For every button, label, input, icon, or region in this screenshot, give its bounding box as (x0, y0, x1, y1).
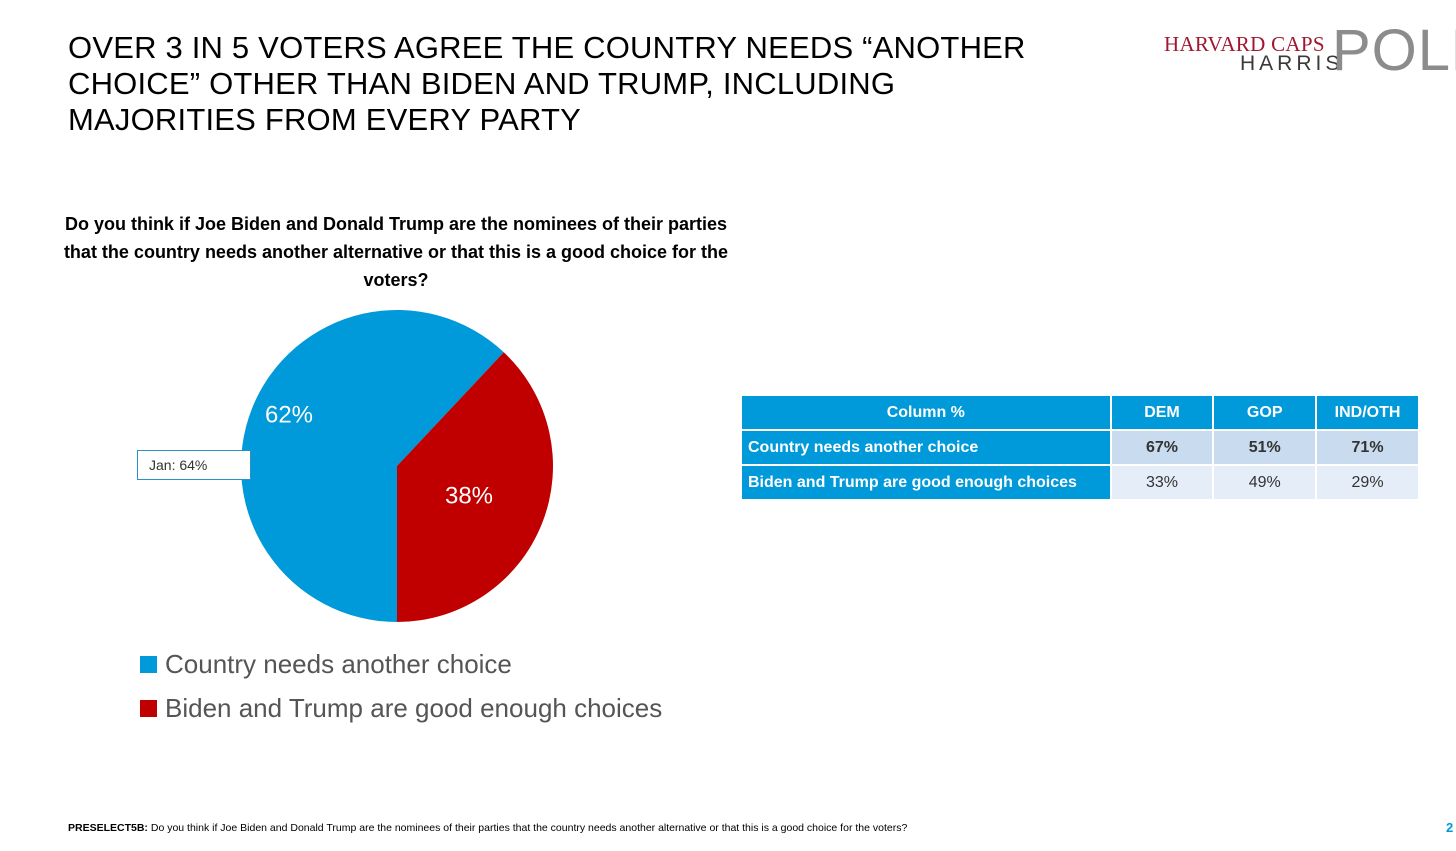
pie-slice-another-choice (241, 309, 504, 622)
slide-title: OVER 3 IN 5 VOTERS AGREE THE COUNTRY NEE… (68, 30, 1068, 138)
table-header-row: Column % DEM GOP IND/OTH (740, 394, 1420, 431)
previous-value-callout: Jan: 64% (137, 450, 251, 480)
table-header-dem: DEM (1109, 394, 1215, 431)
party-crosstab-table: Column % DEM GOP IND/OTH Country needs a… (740, 394, 1420, 501)
table-header-column-pct: Column % (740, 394, 1112, 431)
pie-value-label-another-choice: 62% (265, 401, 313, 428)
harvard-caps-harris-poll-logo: HARVARD CAPS HARRIS POLL (1160, 22, 1456, 80)
footnote-code: PRESELECT5B: (68, 822, 148, 834)
table-header-ind-oth: IND/OTH (1315, 394, 1420, 431)
table-row: Country needs another choice 67% 51% 71% (740, 429, 1420, 466)
question-footnote: PRESELECT5B: Do you think if Joe Biden a… (68, 822, 907, 834)
slide-title-line-2: CHOICE” OTHER THAN BIDEN AND TRUMP, INCL… (68, 66, 896, 101)
pie-slice-good-enough (397, 352, 553, 622)
table-cell: 51% (1212, 429, 1318, 466)
chart-legend: Country needs another choice Biden and T… (140, 642, 662, 730)
slide-title-line-3: MAJORITIES FROM EVERY PARTY (68, 102, 581, 137)
footnote-text: Do you think if Joe Biden and Donald Tru… (150, 822, 908, 834)
legend-item-another-choice: Country needs another choice (140, 642, 662, 686)
legend-swatch-good-enough (140, 699, 157, 717)
logo-poll-text: POLL (1332, 18, 1456, 83)
pie-value-label-good-enough: 38% (445, 482, 493, 509)
table-row-label: Country needs another choice (740, 429, 1112, 466)
page-number: 2 (1446, 820, 1454, 835)
slide-title-line-1: OVER 3 IN 5 VOTERS AGREE THE COUNTRY NEE… (68, 30, 1026, 65)
legend-swatch-another-choice (140, 655, 157, 673)
table-cell: 29% (1315, 464, 1420, 501)
table-row-label: Biden and Trump are good enough choices (740, 464, 1112, 501)
table-cell: 49% (1212, 464, 1318, 501)
table-cell: 67% (1109, 429, 1215, 466)
legend-item-good-enough: Biden and Trump are good enough choices (140, 686, 662, 730)
table-row: Biden and Trump are good enough choices … (740, 464, 1420, 501)
table-cell: 33% (1109, 464, 1215, 501)
table-header-gop: GOP (1212, 394, 1318, 431)
logo-harris-text: HARRIS (1240, 52, 1344, 75)
legend-label-good-enough: Biden and Trump are good enough choices (165, 692, 663, 723)
legend-label-another-choice: Country needs another choice (165, 648, 512, 679)
chart-question: Do you think if Joe Biden and Donald Tru… (63, 214, 729, 290)
table-cell: 71% (1315, 429, 1420, 466)
logo-caps-text: HARVARD CAPS (1164, 32, 1325, 56)
